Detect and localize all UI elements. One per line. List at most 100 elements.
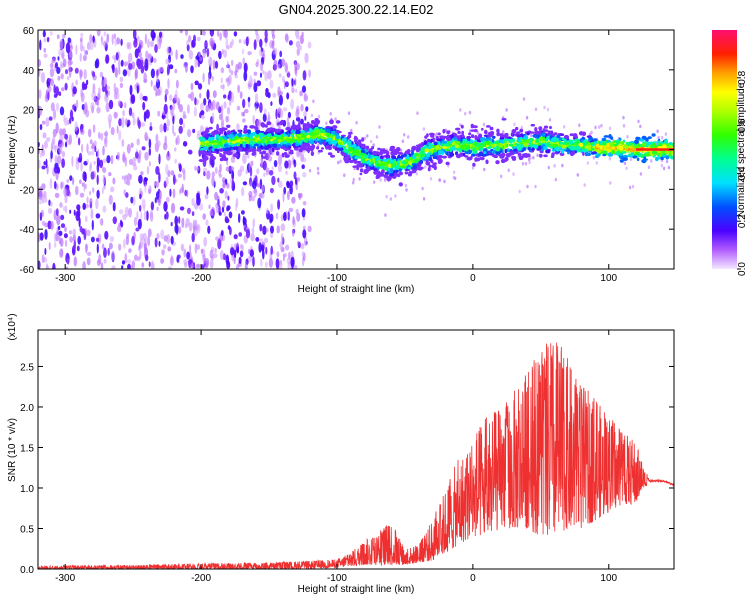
colorbar-tick-label: 0.6 [737,118,748,132]
spectrogram-ridge-mark [485,141,490,146]
spectrogram-ridge-mark [208,126,213,130]
spectrogram-ridge-mark [221,139,227,143]
spectrogram-noise-mark [265,228,269,233]
spectrogram-noise-mark [62,58,67,67]
spectrogram-ridge-mark [588,136,594,141]
spectrogram-scatter-mark [526,184,529,189]
spectrogram-noise-mark [86,79,89,85]
spectrogram-noise-mark [166,234,171,244]
spectrogram-noise-mark [269,213,274,223]
spectrogram-noise-mark [133,39,138,48]
spectrogram-ridge-mark [235,136,239,140]
spectrogram-ridge-mark [275,128,280,133]
spectrogram-noise-mark [248,190,253,198]
spectrogram-ridge-mark [671,142,674,147]
spectrogram-scatter-mark [626,135,629,139]
spectrogram-scatter-mark [595,161,598,165]
spectrogram-noise-mark [178,163,182,172]
y-tick-label: 40 [23,66,35,77]
spectrogram-ridge-mark [404,153,407,157]
spectrogram-ridge-mark [532,134,538,138]
spectrogram-ridge-mark [282,140,287,145]
spectrogram-ridge-mark [470,134,475,139]
spectrogram-noise-mark [130,196,134,204]
spectrogram-ridge-mark [374,170,378,175]
spectrogram-scatter-mark [628,185,632,190]
spectrogram-ridge-mark [544,129,549,132]
spectrogram-ridge-mark [442,128,446,134]
spectrogram-ridge-mark [259,134,263,140]
spectrogram-noise-mark [136,36,140,42]
spectrogram-noise-mark [216,207,219,214]
spectrogram-ridge-mark [320,139,324,143]
spectrogram-ridge-mark [285,154,289,158]
spectrogram-ridge-mark [400,154,405,158]
spectrogram-scatter-mark [385,194,388,199]
spectrogram-noise-mark [287,159,292,169]
spectrogram-noise-mark [48,242,51,250]
spectrogram-scatter-mark [352,180,355,185]
colorbar-ticks: 0.0 0.2 0.4 0.6 0.8 [737,70,748,276]
spectrogram-noise-mark [208,56,213,68]
spectrogram-ridge-mark [469,155,473,160]
spectrogram-ridge-mark [226,124,231,128]
spectrogram-noise-mark [144,33,147,45]
spectrogram-noise-mark [145,254,149,262]
spectrogram-noise-mark [112,202,116,212]
spectrogram-ridge-mark [266,133,272,138]
spectrogram-ridge-mark [203,155,209,161]
spectrogram-noise-mark [290,98,294,110]
x-tick-label: -200 [191,573,211,584]
spectrogram-noise-mark [99,71,104,78]
spectrogram-ridge-mark [602,150,608,155]
spectrogram-noise-mark [253,71,258,76]
spectrogram-ridge-mark [523,142,529,147]
spectrogram-ridge-mark [332,125,338,129]
spectrogram-noise-mark [38,232,41,243]
spectrogram-scatter-mark [389,197,392,201]
spectrogram-noise-mark [82,261,86,269]
spectrogram-ridge-mark [233,153,238,158]
spectrogram-ridge-mark [550,130,554,136]
spectrogram-noise-mark [267,70,272,80]
spectrogram-y-ticks: -60 -40 -20 0 20 40 60 [20,26,674,276]
spectrogram-scatter-mark [369,139,373,144]
spectrogram-noise-mark [145,109,150,119]
spectrogram-ridge-mark [460,124,464,129]
spectrogram-ridge-mark [523,135,529,140]
spectrogram-ridge-mark [366,159,370,165]
spectrogram-noise-mark [100,262,104,269]
spectrogram-ridge-mark [535,139,540,143]
spectrogram-ridge-mark [389,145,396,150]
spectrogram-noise-mark [247,96,251,103]
spectrogram-ridge-mark [666,146,670,149]
spectrogram-noise-mark [64,82,68,91]
spectrogram-noise-mark [243,62,248,73]
spectrogram-noise-mark [65,141,68,148]
spectrogram-ridge-mark [495,160,500,165]
spectrogram-noise-mark [81,143,84,153]
spectrogram-noise-mark [84,215,88,223]
spectrogram-noise-mark [244,261,248,269]
spectrogram-noise-mark [230,92,235,103]
spectrogram-noise-mark [169,188,172,197]
snr-x-label: Height of straight line (km) [298,584,415,595]
spectrogram-noise-mark [63,186,68,197]
spectrogram-noise-mark [148,185,152,193]
spectrogram-noise-mark [180,54,184,59]
spectrogram-ridge-mark [226,134,230,138]
spectrogram-noise-mark [128,248,132,253]
spectrogram-noise-mark [282,107,288,112]
spectrogram-noise-mark [273,59,278,71]
spectrogram-noise-mark [54,242,57,248]
spectrogram-noise-mark [149,122,152,127]
spectrogram-ridge-mark [254,126,258,130]
spectrogram-noise-mark [204,41,208,47]
spectrogram-noise-mark [196,196,201,206]
spectrogram-noise-mark [292,216,295,225]
spectrogram-noise-mark [85,50,89,56]
spectrogram-ridge-mark [243,130,248,134]
spectrogram-ridge-mark [243,125,248,129]
spectrogram-noise-mark [94,60,98,69]
spectrogram-noise-mark [269,187,274,194]
